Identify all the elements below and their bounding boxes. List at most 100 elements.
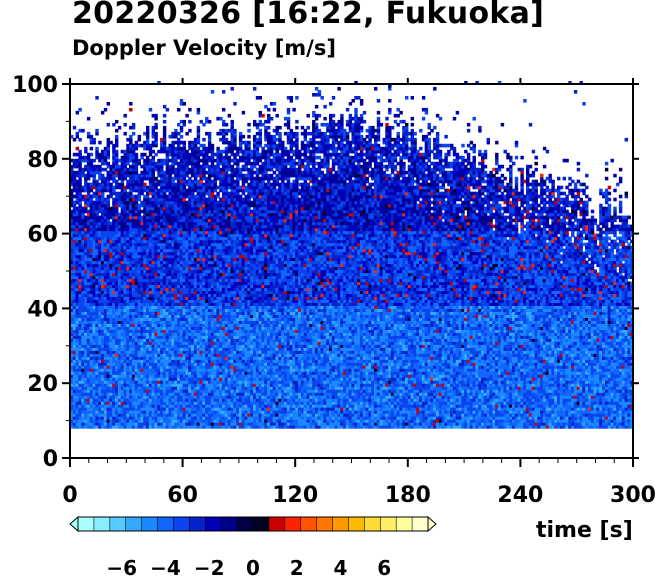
heatmap-cell bbox=[98, 362, 102, 366]
heatmap-cell bbox=[101, 266, 105, 271]
heatmap-cell bbox=[117, 323, 122, 327]
heatmap-cell bbox=[115, 233, 119, 238]
heatmap-cell bbox=[75, 365, 80, 369]
heatmap-cell bbox=[109, 422, 113, 426]
heatmap-cell bbox=[117, 158, 122, 163]
heatmap-cell bbox=[103, 425, 108, 429]
heatmap-cell bbox=[98, 326, 102, 330]
heatmap-cell bbox=[103, 341, 108, 345]
heatmap-cell bbox=[112, 263, 116, 268]
heatmap-cell bbox=[92, 254, 96, 259]
heatmap-cell bbox=[86, 341, 91, 345]
heatmap-cell bbox=[89, 386, 94, 390]
heatmap-cell bbox=[72, 317, 77, 321]
heatmap-cell bbox=[117, 239, 122, 244]
heatmap-cell bbox=[120, 329, 125, 333]
heatmap-cell bbox=[162, 125, 167, 130]
heatmap-cell bbox=[78, 212, 82, 217]
heatmap-cell bbox=[81, 245, 85, 250]
heatmap-cell bbox=[86, 419, 91, 423]
heatmap-cell bbox=[95, 266, 99, 271]
heatmap-cell bbox=[117, 233, 122, 238]
heatmap-cell bbox=[70, 257, 74, 262]
heatmap-cell bbox=[115, 404, 119, 408]
heatmap-cell bbox=[115, 413, 119, 417]
heatmap-cell bbox=[84, 179, 88, 184]
heatmap-cell bbox=[115, 269, 119, 274]
heatmap-cell bbox=[106, 122, 111, 127]
heatmap-cell bbox=[112, 218, 116, 223]
heatmap-cell bbox=[86, 377, 91, 381]
heatmap-cell bbox=[72, 353, 77, 357]
heatmap-cell bbox=[115, 302, 119, 306]
heatmap-cell bbox=[109, 275, 113, 280]
heatmap-cell bbox=[70, 134, 74, 139]
heatmap-cell bbox=[103, 185, 108, 190]
heatmap-cell bbox=[70, 308, 74, 312]
heatmap-cell bbox=[117, 293, 122, 297]
heatmap-cell bbox=[92, 230, 96, 235]
heatmap-cell bbox=[103, 188, 108, 193]
heatmap-cell bbox=[84, 284, 88, 289]
heatmap-cell bbox=[81, 383, 85, 387]
heatmap-cell bbox=[89, 167, 94, 172]
heatmap-cell bbox=[92, 176, 96, 181]
heatmap-cell bbox=[109, 173, 113, 178]
heatmap-cell bbox=[117, 248, 122, 253]
heatmap-cell bbox=[101, 287, 105, 292]
heatmap-cell bbox=[81, 398, 85, 402]
heatmap-cell bbox=[117, 365, 122, 369]
heatmap-cell bbox=[89, 329, 94, 333]
heatmap-cell bbox=[103, 260, 108, 265]
heatmap-cell bbox=[84, 167, 88, 172]
heatmap-cell bbox=[117, 326, 122, 330]
heatmap-cell bbox=[117, 422, 122, 426]
heatmap-cell bbox=[72, 419, 77, 423]
heatmap-cell bbox=[109, 230, 113, 235]
heatmap-cell bbox=[112, 329, 116, 333]
heatmap-cell bbox=[98, 236, 102, 241]
heatmap-cell bbox=[101, 410, 105, 414]
heatmap-cell bbox=[106, 368, 111, 372]
heatmap-cell bbox=[78, 248, 82, 253]
heatmap-cell bbox=[109, 350, 113, 354]
heatmap-cell bbox=[117, 278, 122, 283]
heatmap-cell bbox=[103, 347, 108, 351]
heatmap-cell bbox=[81, 323, 85, 327]
heatmap-cell bbox=[117, 332, 122, 336]
heatmap-cell bbox=[72, 302, 77, 306]
heatmap-cell bbox=[75, 419, 80, 423]
heatmap-cell bbox=[109, 332, 113, 336]
heatmap-cell bbox=[98, 395, 102, 399]
heatmap-cell bbox=[75, 209, 80, 214]
heatmap-cell bbox=[81, 413, 85, 417]
heatmap-cell bbox=[86, 416, 91, 420]
heatmap-cell bbox=[109, 335, 113, 339]
heatmap-cell bbox=[78, 200, 82, 205]
heatmap-cell bbox=[81, 419, 85, 423]
heatmap-cell bbox=[92, 371, 96, 375]
heatmap-cell bbox=[75, 410, 80, 414]
heatmap-cell bbox=[177, 107, 181, 112]
heatmap-cell bbox=[101, 350, 105, 354]
heatmap-cell bbox=[72, 239, 77, 244]
heatmap-cell bbox=[101, 179, 105, 184]
heatmap-cell bbox=[81, 269, 85, 274]
heatmap-cell bbox=[101, 185, 105, 190]
heatmap-cell bbox=[109, 404, 113, 408]
heatmap-cell bbox=[72, 320, 77, 324]
heatmap-cell bbox=[115, 311, 119, 315]
heatmap-cell bbox=[103, 266, 108, 271]
heatmap-cell bbox=[78, 347, 82, 351]
heatmap-cell bbox=[84, 353, 88, 357]
heatmap-cell bbox=[75, 302, 80, 306]
heatmap-cell bbox=[103, 308, 108, 312]
heatmap-cell bbox=[112, 191, 116, 196]
heatmap-cell bbox=[106, 344, 111, 348]
heatmap-cell bbox=[106, 275, 111, 280]
heatmap-cell bbox=[84, 224, 88, 229]
heatmap-cell bbox=[95, 188, 99, 193]
heatmap-cell bbox=[101, 245, 105, 250]
heatmap-cell bbox=[112, 164, 116, 169]
heatmap-cell bbox=[106, 221, 111, 226]
